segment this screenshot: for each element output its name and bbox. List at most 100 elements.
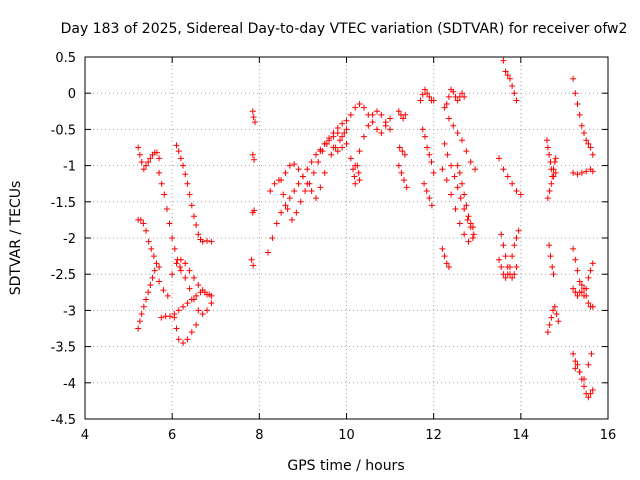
data-point [387,115,394,122]
data-point [463,148,470,155]
data-point [378,130,385,137]
data-point [147,155,154,162]
data-point [195,231,202,238]
data-point [574,292,581,299]
y-tick-label: -1.5 [51,196,76,211]
data-point [171,311,178,318]
data-point [138,158,145,165]
data-point [464,216,471,223]
data-point [190,213,197,220]
data-point [426,93,433,100]
data-point [583,137,590,144]
data-point [286,162,293,169]
data-point [570,350,577,357]
data-point [502,274,509,281]
data-point [173,325,180,332]
y-tick-label: 0.5 [55,51,76,66]
series-arc-t [443,86,468,108]
data-point [587,390,594,397]
data-point [297,198,304,205]
data-point [587,144,594,151]
data-point [419,91,426,98]
data-point [589,260,596,267]
y-tick-label: -3.5 [51,341,76,356]
series-arc-ai [570,166,596,178]
data-point [347,111,354,118]
data-point [193,292,200,299]
data-point [156,263,163,270]
series-arc-aa [496,155,524,198]
data-point [398,169,405,176]
data-point [153,260,160,267]
data-point [299,173,306,180]
data-point [543,137,550,144]
data-point [509,274,516,281]
data-point [195,282,202,289]
data-point [441,140,448,147]
data-point [365,122,372,129]
data-point [454,97,461,104]
data-point [502,253,509,260]
data-point [193,321,200,328]
data-point [321,169,328,176]
data-point [513,263,520,270]
data-point [456,220,463,227]
data-point [461,93,468,100]
data-point [458,90,465,97]
series-arc-d [156,169,184,270]
data-point [186,191,193,198]
data-point [284,206,291,213]
series-arc-m [278,161,328,202]
data-point [423,187,430,194]
data-point [570,75,577,82]
data-point [581,376,588,383]
data-point [550,173,557,180]
data-point [328,151,335,158]
data-point [583,168,590,175]
data-point [581,383,588,390]
data-point [184,300,191,307]
data-point [458,137,465,144]
data-point [343,117,350,124]
data-point [546,187,553,194]
data-point [249,151,256,158]
data-point [401,177,408,184]
data-point [204,307,211,314]
data-point [588,350,595,357]
data-point [251,156,258,163]
data-point [443,177,450,184]
data-point [302,187,309,194]
series-arc-u [441,104,479,173]
data-point [500,242,507,249]
data-point [143,227,150,234]
data-point [138,311,145,318]
data-point [450,88,457,95]
data-point [339,120,346,127]
data-point [330,144,337,151]
data-point [396,144,403,151]
data-point [137,216,144,223]
series-arc-ak [570,282,596,310]
data-point [461,191,468,198]
data-point [160,287,167,294]
data-point [574,101,581,108]
data-point [143,162,150,169]
data-point [145,289,152,296]
series-arc-x [439,245,452,270]
series-arc-p [350,162,363,187]
data-point [354,162,361,169]
data-point [578,282,585,289]
data-point [143,296,150,303]
data-point [451,173,458,180]
series-arc-l [267,130,348,223]
series-arc-y [454,162,476,231]
data-point [509,253,516,260]
y-tick-label: -2 [63,232,76,247]
data-point [148,245,155,252]
data-point [317,148,324,155]
data-point [509,82,516,89]
data-point [278,177,285,184]
data-point [289,216,296,223]
data-point [136,151,143,158]
data-point [360,104,367,111]
